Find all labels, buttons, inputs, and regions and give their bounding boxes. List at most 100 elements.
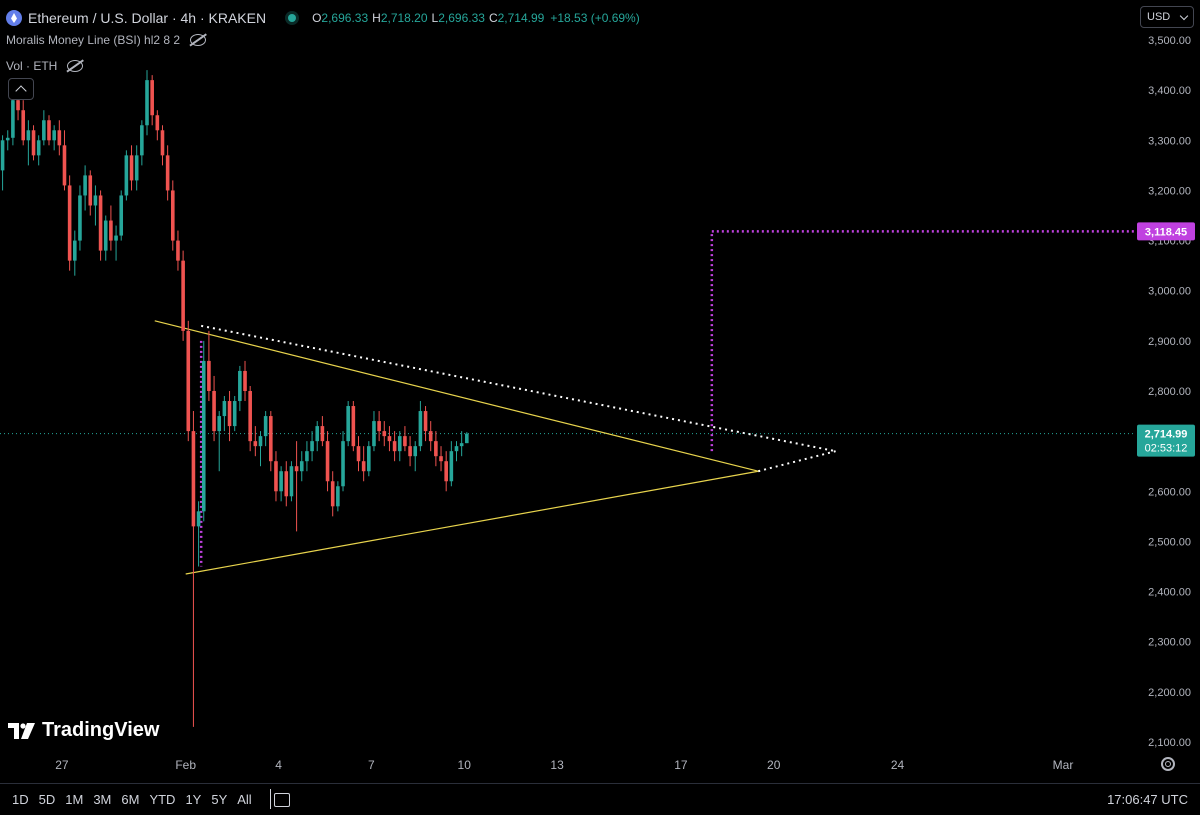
candle-body — [227, 401, 232, 427]
candle-body — [315, 426, 320, 442]
gear-icon[interactable] — [1161, 757, 1175, 771]
x-tick-label: 10 — [458, 758, 472, 772]
y-tick-label: 3,300.00 — [1148, 135, 1191, 147]
candle-body — [5, 137, 10, 141]
range-1m-button[interactable]: 1M — [65, 792, 84, 807]
candle-body — [279, 471, 283, 492]
indicator-row: Moralis Money Line (BSI) hl2 8 2 — [6, 30, 640, 50]
candle-body — [129, 155, 134, 181]
candle-body — [356, 446, 361, 462]
y-tick-label: 3,200.00 — [1148, 185, 1191, 197]
candle-body — [263, 416, 268, 437]
candle-body — [253, 441, 258, 447]
candle-body — [459, 443, 464, 447]
candle-body — [134, 155, 139, 181]
y-tick-label: 2,100.00 — [1148, 737, 1191, 749]
y-tick-label: 2,300.00 — [1148, 637, 1191, 649]
candle-body — [289, 466, 294, 497]
eye-off-icon[interactable] — [190, 34, 207, 46]
last-price-tag — [1137, 424, 1195, 457]
symbol-row: Ethereum / U.S. Dollar · 4h · KRAKEN O 2,… — [6, 8, 640, 28]
utc-clock[interactable]: 17:06:47 UTC — [1107, 792, 1188, 807]
candle-body — [36, 140, 41, 156]
collapse-legend-button[interactable] — [8, 78, 34, 100]
range-5d-button[interactable]: 5D — [38, 792, 56, 807]
y-tick-label: 3,500.00 — [1148, 35, 1191, 47]
indicator-label[interactable]: Moralis Money Line (BSI) hl2 8 2 — [6, 33, 181, 47]
candle-body — [150, 80, 154, 116]
volume-row: Vol · ETH — [6, 56, 640, 76]
candle-body — [439, 456, 443, 462]
candle-body — [465, 433, 469, 444]
candle-body — [284, 471, 289, 497]
candle-body — [52, 130, 56, 141]
range-1d-button[interactable]: 1D — [12, 792, 29, 807]
candle-body — [305, 451, 309, 462]
candle-body — [320, 426, 325, 442]
market-status-icon — [288, 14, 297, 22]
symbol-title[interactable]: Ethereum / U.S. Dollar · 4h · KRAKEN — [28, 10, 267, 26]
candle-body — [191, 431, 196, 527]
candle-body — [212, 391, 216, 432]
candle-body — [42, 120, 46, 141]
candle-body — [444, 461, 448, 482]
target-price-tag — [1137, 222, 1195, 241]
candle-body — [274, 461, 278, 492]
y-tick-label: 2,900.00 — [1148, 336, 1191, 348]
candle-body — [243, 370, 247, 391]
eye-off-icon[interactable] — [67, 60, 84, 72]
range-5y-button[interactable]: 5Y — [211, 792, 228, 807]
tradingview-logo[interactable]: TradingView — [8, 719, 159, 742]
candle-body — [387, 436, 392, 442]
x-tick-label: 17 — [674, 758, 688, 772]
close-value: 2,714.99 — [497, 11, 545, 25]
candle-body — [62, 145, 67, 186]
range-3m-button[interactable]: 3M — [93, 792, 112, 807]
x-tick-label: 27 — [55, 758, 69, 772]
candle-body — [88, 175, 93, 206]
chart-legend: Ethereum / U.S. Dollar · 4h · KRAKEN O 2,… — [6, 8, 640, 76]
candle-body — [98, 195, 103, 251]
candle-body — [83, 175, 87, 196]
y-tick-label: 3,000.00 — [1148, 286, 1191, 298]
candle-body — [392, 441, 397, 452]
lower-trendline — [185, 470, 759, 575]
candle-body — [196, 511, 201, 527]
candle-body — [181, 260, 185, 331]
currency-select[interactable]: USD — [1140, 6, 1194, 28]
y-tick-label: 2,600.00 — [1148, 486, 1191, 498]
candle-body — [403, 436, 407, 447]
x-tick-label: 4 — [275, 758, 282, 772]
candle-body — [423, 411, 428, 432]
candle-body — [155, 115, 160, 131]
calendar-icon[interactable] — [269, 788, 290, 809]
candle-body — [418, 411, 423, 447]
candle-body — [72, 240, 77, 261]
projection-line-upper — [200, 324, 836, 453]
price-chart[interactable]: 2,100.00 2,200.00 2,300.00 2,400.00 2,500.00… — [0, 0, 1200, 783]
x-tick-label: 20 — [767, 758, 781, 772]
candle-body — [109, 220, 113, 241]
candle-body — [372, 421, 376, 447]
volume-label[interactable]: Vol · ETH — [6, 59, 58, 73]
range-1y-button[interactable]: 1Y — [185, 792, 202, 807]
candle-body — [238, 370, 242, 402]
candle-body — [248, 391, 252, 442]
target-price-label: 3,118.45 — [1145, 226, 1187, 238]
candle-body — [454, 446, 459, 452]
x-tick-label: Feb — [175, 758, 196, 772]
candle-body — [336, 486, 340, 507]
candle-body — [57, 130, 62, 146]
range-all-button[interactable]: All — [237, 792, 252, 807]
open-value: 2,696.33 — [321, 11, 369, 25]
candle-body — [299, 461, 304, 472]
candle-body — [201, 360, 206, 512]
candle-body — [269, 416, 273, 462]
y-tick-label: 2,400.00 — [1148, 587, 1191, 599]
range-ytd-button[interactable]: YTD — [149, 792, 176, 807]
range-6m-button[interactable]: 6M — [121, 792, 140, 807]
bottom-toolbar: 1D 5D 1M 3M 6M YTD 1Y 5Y All 17:06:47 UT… — [0, 783, 1200, 815]
candle-body — [26, 130, 31, 141]
candle-body — [21, 110, 26, 141]
candle-body — [114, 235, 118, 241]
